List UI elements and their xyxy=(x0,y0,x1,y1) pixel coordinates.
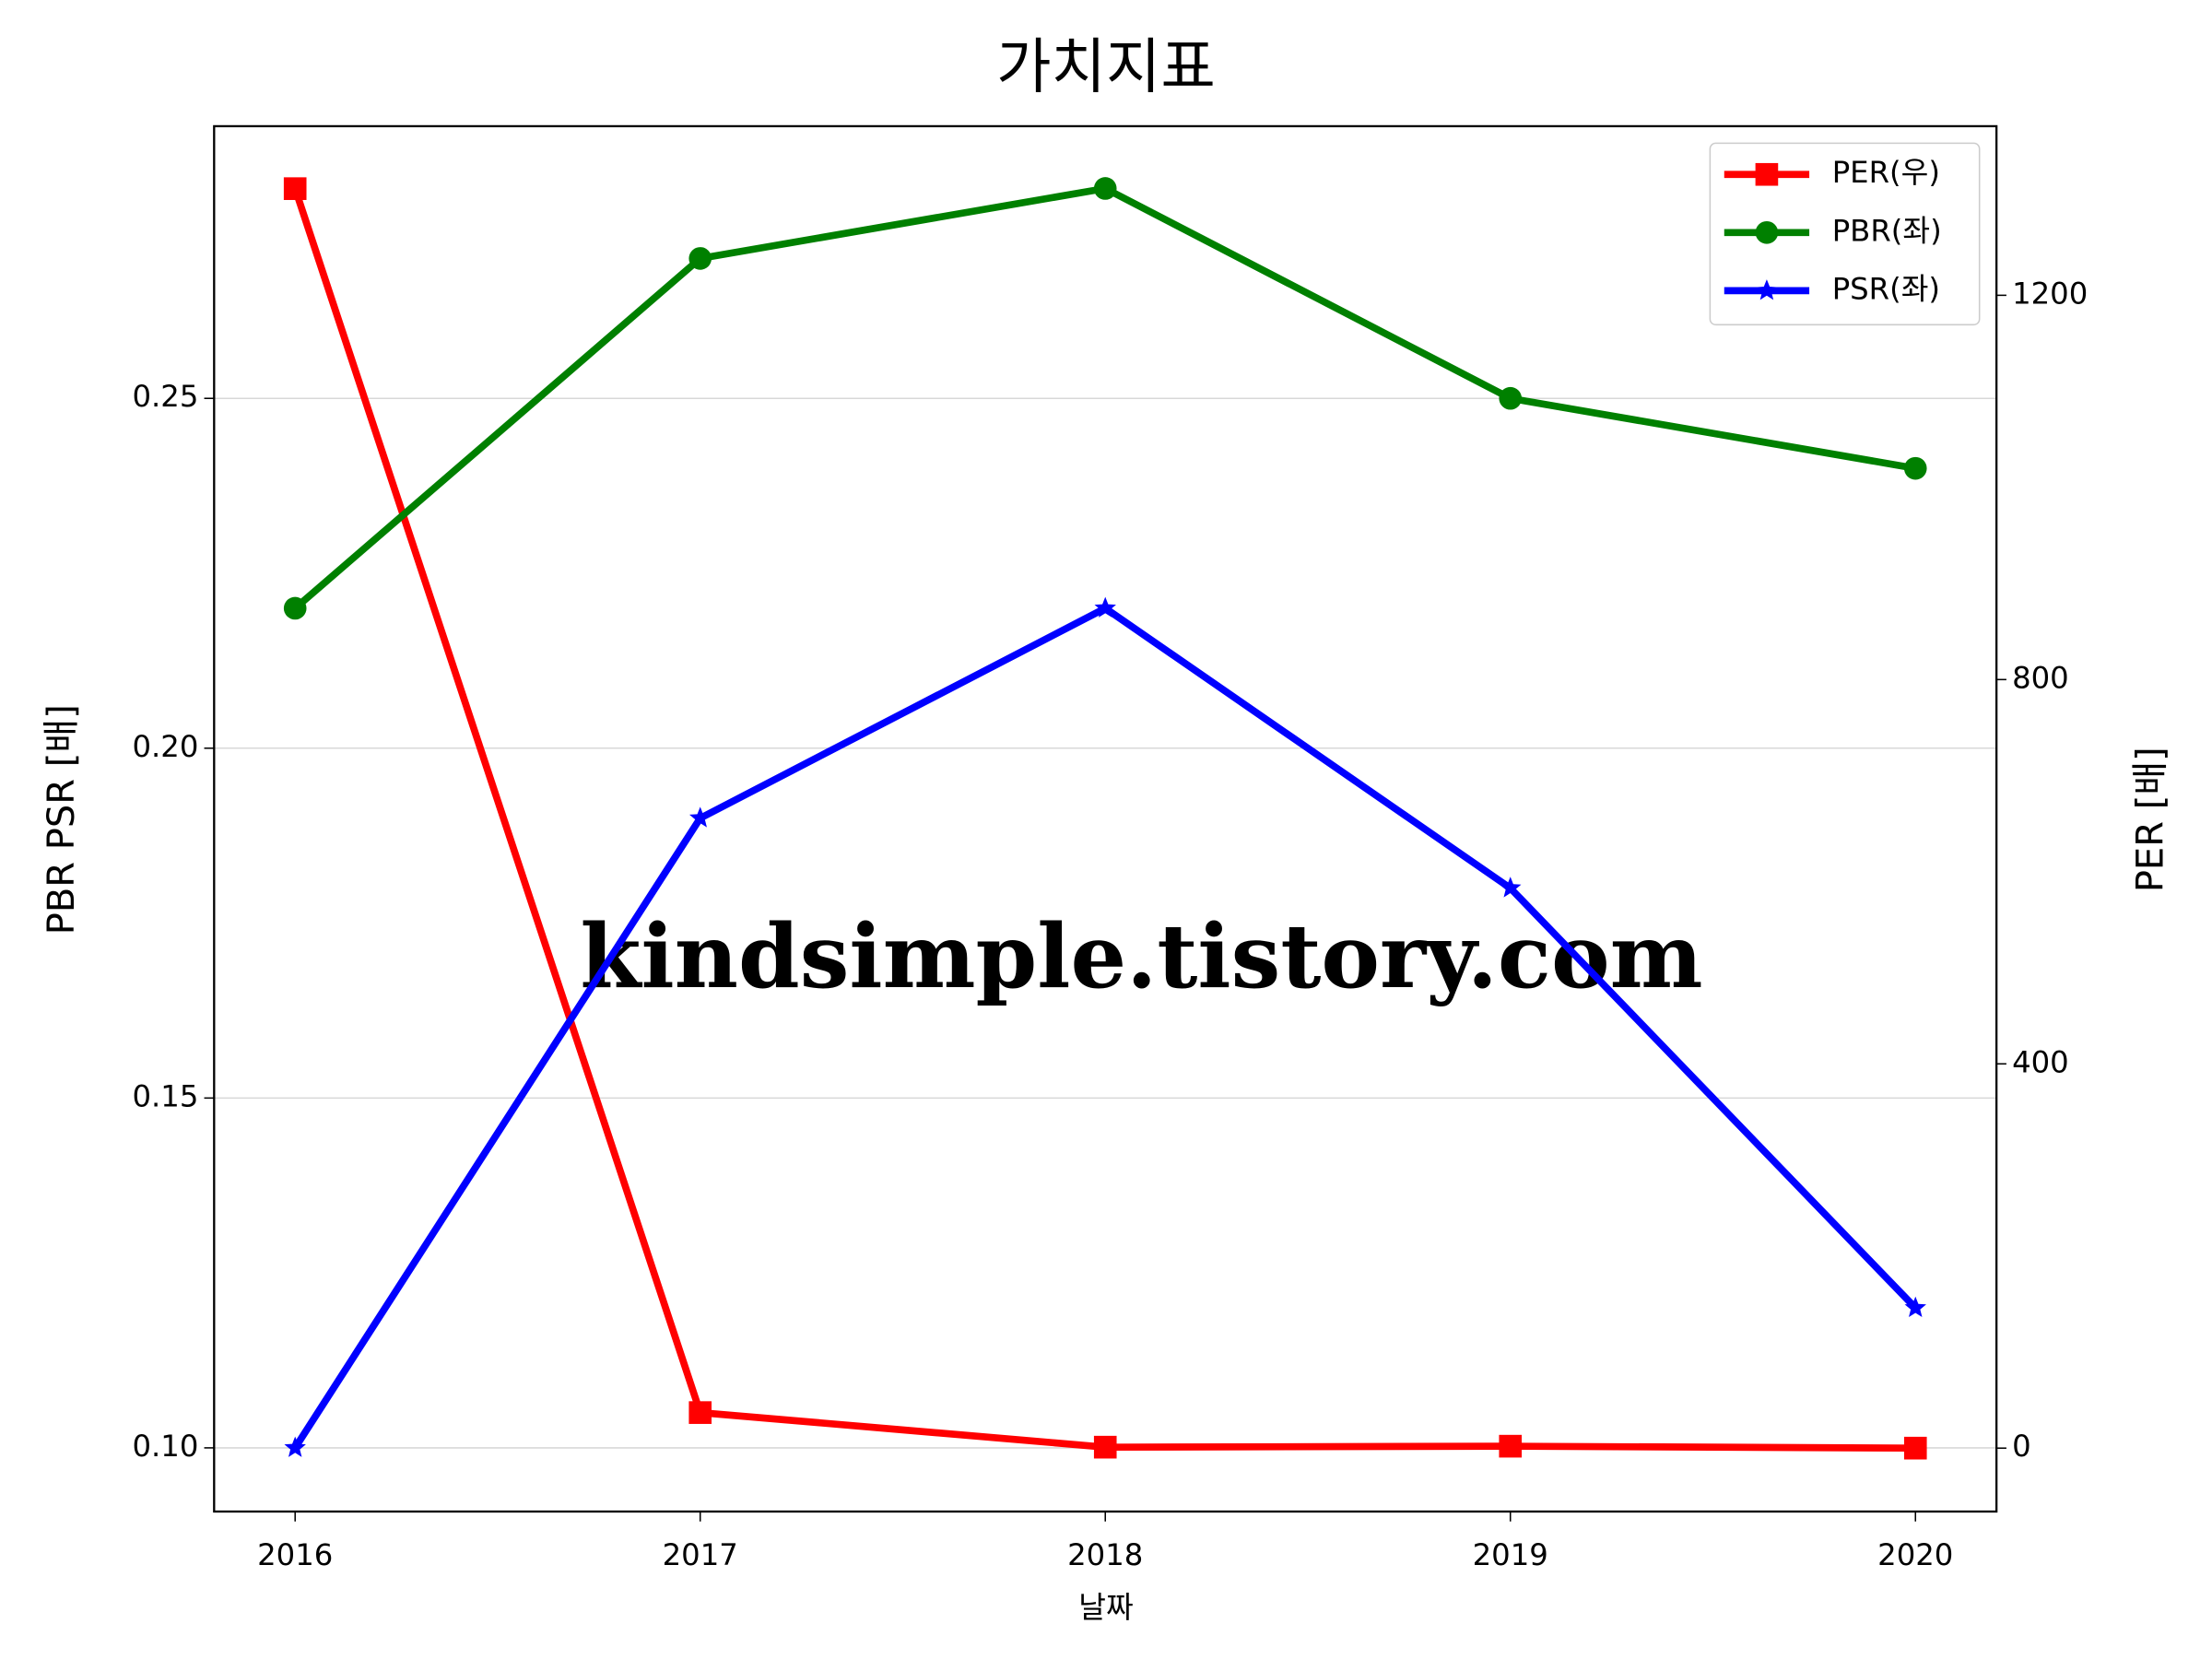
marker xyxy=(1499,1434,1523,1458)
y-tick-label: 0.25 xyxy=(132,379,198,414)
x-axis-label: 날짜 xyxy=(1078,1590,1133,1625)
y2-tick-label: 800 xyxy=(2012,660,2069,695)
marker xyxy=(1756,279,1778,300)
y-tick-label: 0.20 xyxy=(132,729,198,764)
x-tick-label: 2018 xyxy=(1067,1537,1143,1572)
marker xyxy=(283,177,307,200)
legend: PER(우) PBR(좌) PSR(좌) xyxy=(1709,142,1981,326)
marker xyxy=(1755,221,1779,244)
marker xyxy=(688,1401,712,1424)
marker xyxy=(1903,456,1927,480)
legend-frame xyxy=(1709,142,1981,326)
marker xyxy=(1094,596,1116,618)
x-tick-label: 2017 xyxy=(663,1537,738,1572)
y2-tick-label: 400 xyxy=(2012,1044,2069,1079)
y-tick-label: 0.15 xyxy=(132,1078,198,1113)
marker xyxy=(1500,877,1522,898)
y2-axis-label: PER [배] xyxy=(2129,747,2171,892)
y-axis-label: PBR PSR [배] xyxy=(41,704,83,935)
y-tick-label: 0.10 xyxy=(132,1429,198,1464)
marker xyxy=(688,247,712,270)
watermark: kindsimple.tistory.com xyxy=(580,905,1702,1008)
legend-label: PBR(좌) xyxy=(1832,213,1942,248)
chart-title: 가치지표 xyxy=(996,33,1216,102)
marker xyxy=(283,596,307,620)
y2-tick-label: 1200 xyxy=(2012,276,2088,311)
marker xyxy=(689,806,712,828)
y2-tick-label: 0 xyxy=(2012,1429,2031,1464)
x-tick-label: 2020 xyxy=(1877,1537,1953,1572)
plot-frame xyxy=(213,124,1998,1513)
marker xyxy=(284,1436,306,1457)
x-tick-label: 2019 xyxy=(1473,1537,1548,1572)
marker xyxy=(1093,177,1117,200)
marker xyxy=(1093,1435,1117,1459)
legend-label: PER(우) xyxy=(1832,155,1940,190)
x-tick-label: 2016 xyxy=(257,1537,333,1572)
marker xyxy=(1904,1296,1926,1318)
legend-label: PSR(좌) xyxy=(1832,271,1940,306)
marker xyxy=(1903,1436,1927,1460)
marker xyxy=(1499,386,1523,410)
marker xyxy=(1755,162,1779,186)
